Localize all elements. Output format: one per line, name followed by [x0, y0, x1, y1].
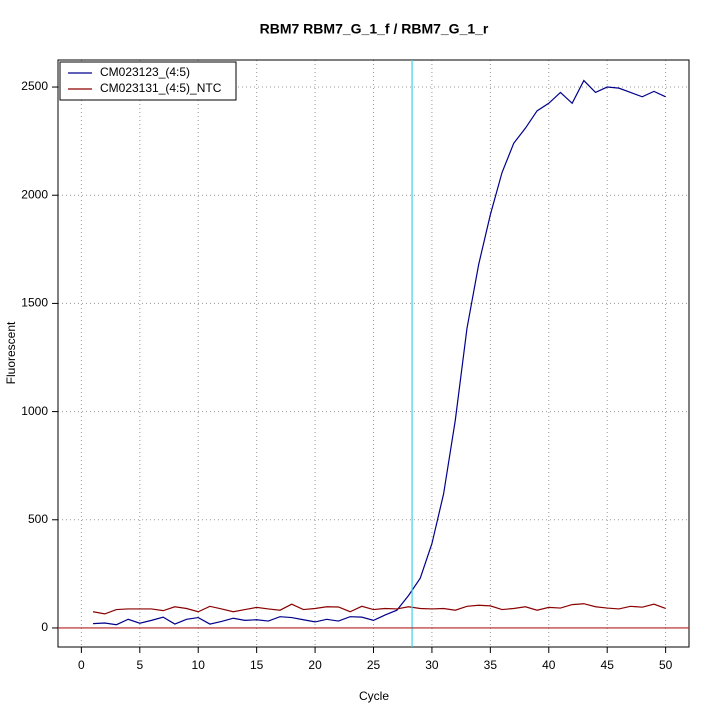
chart-title: RBM7 RBM7_G_1_f / RBM7_G_1_r	[260, 21, 489, 37]
legend-label: CM023123_(4:5)	[100, 65, 190, 79]
y-tick-label: 1500	[21, 296, 48, 310]
plot-frame	[57, 59, 690, 648]
y-tick-label: 2000	[21, 187, 48, 201]
x-tick-label: 30	[425, 658, 439, 672]
x-tick-label: 45	[601, 658, 615, 672]
y-axis-label: Fluorescent	[4, 321, 18, 384]
x-tick-label: 40	[542, 658, 556, 672]
x-tick-label: 0	[78, 658, 85, 672]
data-line	[93, 79, 666, 626]
legend-box	[59, 61, 237, 101]
x-tick-label: 15	[250, 658, 264, 672]
x-tick-label: 5	[136, 658, 143, 672]
data-line	[92, 603, 666, 615]
x-axis-label: Cycle	[359, 689, 389, 703]
y-tick-label: 1000	[21, 404, 48, 418]
x-tick-label: 50	[659, 658, 673, 672]
x-tick-label: 20	[308, 658, 322, 672]
x-tick-label: 10	[192, 658, 206, 672]
y-tick-label: 2500	[21, 79, 48, 93]
y-tick-label: 500	[28, 512, 48, 526]
legend-label: CM023131_(4:5)_NTC	[100, 81, 222, 95]
y-tick-label: 0	[41, 620, 48, 634]
x-tick-label: 35	[484, 658, 498, 672]
x-tick-label: 25	[367, 658, 381, 672]
